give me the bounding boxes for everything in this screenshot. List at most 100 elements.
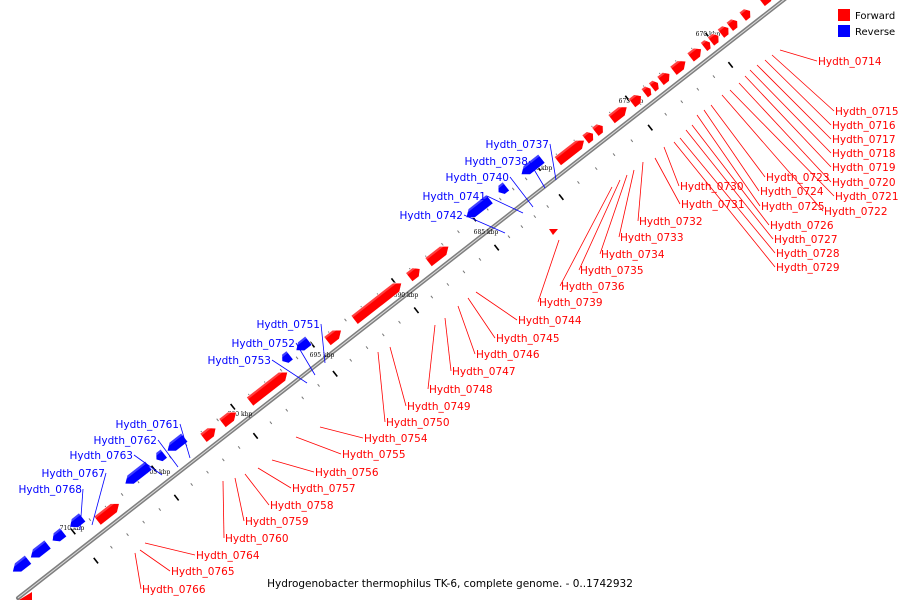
minor-tick xyxy=(222,458,225,462)
label-leader-line xyxy=(295,342,316,376)
gene-label: Hydth_0763 xyxy=(69,450,133,462)
label-leader-line xyxy=(377,351,386,423)
label-leader-line xyxy=(134,552,142,590)
label-leader-line xyxy=(157,439,179,468)
gene-label: Hydth_0756 xyxy=(315,467,379,479)
label-leader-line xyxy=(389,346,407,407)
gene-label: Hydth_0723 xyxy=(766,172,830,184)
label-leader-line xyxy=(133,454,163,476)
gene-label: Hydth_0715 xyxy=(835,106,899,118)
major-tick xyxy=(624,95,631,102)
label-leader-line xyxy=(244,473,270,506)
label-leader-line xyxy=(139,549,171,572)
minor-tick xyxy=(478,257,482,261)
minor-tick xyxy=(344,318,347,322)
label-leader-line xyxy=(738,82,832,183)
forward-gene-arrow xyxy=(350,278,403,325)
backbone-line xyxy=(16,0,787,600)
label-leader-line xyxy=(729,89,835,197)
backbone-highlight xyxy=(17,0,785,599)
minor-tick xyxy=(279,368,283,372)
label-leader-line xyxy=(457,305,476,355)
minor-tick xyxy=(285,408,289,412)
genome-backbone xyxy=(16,0,787,600)
gene-label: Hydth_0740 xyxy=(445,172,509,184)
minor-tick xyxy=(680,100,684,104)
minor-tick xyxy=(301,396,304,400)
minor-tick xyxy=(696,87,700,91)
tick-label: 700 kbp xyxy=(228,411,253,418)
major-tick xyxy=(647,124,654,131)
legend-forward-swatch xyxy=(838,9,850,21)
label-leader-line xyxy=(222,480,225,539)
gene-label: Hydth_0764 xyxy=(196,550,260,562)
forward-gene-arrow xyxy=(706,31,720,47)
label-leader-line xyxy=(771,54,835,112)
legend-reverse-label: Reverse xyxy=(855,27,895,38)
label-leaders xyxy=(79,49,835,590)
label-leader-line xyxy=(721,94,824,212)
major-tick xyxy=(309,341,316,348)
minor-tick xyxy=(216,418,219,422)
forward-gene-arrow xyxy=(553,136,585,167)
label-leader-line xyxy=(144,542,196,556)
forward-gene-arrow xyxy=(245,367,289,407)
label-leader-line xyxy=(599,174,628,255)
label-leader-line xyxy=(618,169,635,238)
tick-label: 670 kbp xyxy=(696,31,721,38)
gene-label: Hydth_0752 xyxy=(231,338,295,350)
minor-tick xyxy=(88,518,92,522)
label-leader-line xyxy=(549,143,557,181)
minor-tick xyxy=(520,225,524,229)
minor-tick xyxy=(664,112,668,116)
gene-label: Hydth_0755 xyxy=(342,449,406,461)
forward-gene-arrow xyxy=(757,0,773,7)
gene-label: Hydth_0728 xyxy=(776,248,840,260)
gene-label: Hydth_0741 xyxy=(422,191,486,203)
gene-label: Hydth_0738 xyxy=(464,156,528,168)
major-tick xyxy=(727,61,734,69)
major-tick xyxy=(413,307,420,314)
gene-label: Hydth_0719 xyxy=(832,162,896,174)
label-leader-line xyxy=(696,114,761,207)
label-leader-line xyxy=(637,161,644,222)
gene-label: Hydth_0768 xyxy=(18,484,82,496)
gene-label: Hydth_0762 xyxy=(93,435,157,447)
label-leader-line xyxy=(320,323,326,364)
minor-tick xyxy=(317,383,320,387)
forward-gene-arrow xyxy=(648,78,660,93)
tick-label: 685 kbp xyxy=(474,229,499,236)
forward-gene-arrow xyxy=(607,102,628,125)
minor-tick xyxy=(120,492,124,496)
major-tick xyxy=(332,370,338,378)
gene-label: Hydth_0721 xyxy=(835,191,899,203)
minor-tick xyxy=(630,139,634,143)
legend: Forward Reverse xyxy=(838,9,895,38)
minor-tick xyxy=(446,282,450,286)
reverse-gene-arrow xyxy=(152,448,168,462)
label-leader-line xyxy=(744,75,832,168)
label-leader-line xyxy=(710,104,766,178)
legend-reverse-swatch xyxy=(838,25,850,37)
forward-gene-arrow xyxy=(199,423,217,443)
gene-label: Hydth_0732 xyxy=(639,216,703,228)
gene-label: Hydth_0747 xyxy=(452,366,516,378)
major-tick xyxy=(493,244,500,251)
minor-tick xyxy=(712,75,716,79)
gene-label: Hydth_0727 xyxy=(774,234,838,246)
minor-tick xyxy=(462,270,466,274)
gene-label: Hydth_0730 xyxy=(680,181,744,193)
gene-label: Hydth_0734 xyxy=(601,249,665,261)
gene-label: Hydth_0736 xyxy=(561,281,625,293)
major-tick xyxy=(558,193,565,201)
minor-tick xyxy=(398,320,401,324)
gene-label: Hydth_0735 xyxy=(580,265,644,277)
forward-gene-arrow xyxy=(591,121,604,137)
label-leader-line xyxy=(486,195,524,214)
gene-label: Hydth_0745 xyxy=(496,333,560,345)
major-tick xyxy=(173,494,180,501)
forward-gene-arrow xyxy=(725,16,738,32)
minor-tick xyxy=(577,180,580,184)
